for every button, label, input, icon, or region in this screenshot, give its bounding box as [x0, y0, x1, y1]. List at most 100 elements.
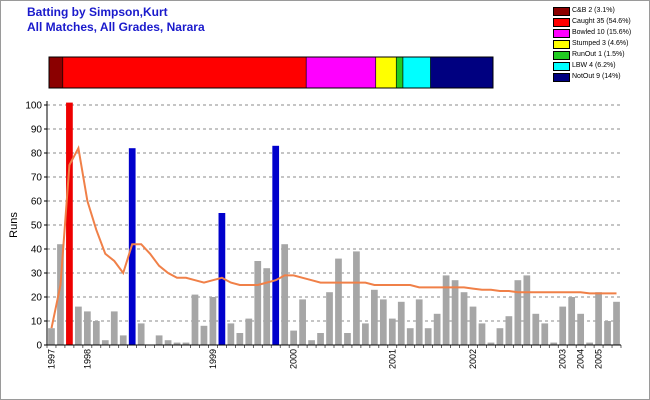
y-tick-label: 70 — [31, 173, 43, 184]
bar — [595, 292, 602, 345]
x-tick-label: 2001 — [387, 349, 397, 369]
bar — [182, 342, 190, 345]
bar — [48, 328, 55, 345]
bar — [460, 292, 468, 345]
bar — [308, 340, 315, 345]
legend: C&B 2 (3.1%) Caught 35 (54.6%) Bowled 10 (… — [553, 6, 649, 83]
bar — [613, 301, 620, 345]
bar — [353, 251, 360, 345]
bar — [200, 325, 208, 345]
bar — [335, 258, 342, 345]
bar — [379, 299, 387, 345]
bar — [397, 301, 405, 345]
bar — [137, 323, 145, 345]
legend-item: NotOut 9 (14%) — [553, 72, 649, 83]
y-tick-label: 50 — [31, 221, 43, 232]
y-axis-label: Runs — [8, 212, 20, 238]
bar — [245, 318, 253, 345]
bar — [281, 244, 289, 345]
bar — [218, 213, 226, 345]
bar — [505, 316, 513, 345]
bar — [370, 289, 378, 345]
x-axis-ticks: 1997 1998 1999 2000 2001 2002 2003 2004 2005 — [46, 345, 622, 369]
bar — [110, 311, 118, 345]
legend-swatch — [553, 18, 570, 27]
legend-label: Bowled 10 (15.6%) — [572, 29, 632, 36]
bar — [101, 340, 109, 345]
bar — [57, 244, 64, 345]
dismissal-segment — [402, 56, 431, 89]
bar — [254, 261, 262, 345]
y-axis-ticks: 0 10 20 30 40 50 60 70 80 90 100 — [25, 101, 47, 352]
bar — [586, 342, 593, 345]
bar — [290, 330, 298, 345]
bar — [236, 333, 244, 345]
dismissal-bar-outline — [48, 56, 494, 89]
legend-item: Bowled 10 (15.6%) — [553, 28, 649, 39]
bar — [299, 299, 306, 345]
bar — [164, 340, 172, 345]
y-tick-label: 10 — [31, 317, 43, 328]
y-tick-label: 0 — [36, 341, 42, 352]
dismissal-stacked-bar — [48, 56, 494, 89]
legend-item: C&B 2 (3.1%) — [553, 6, 649, 17]
bar — [433, 313, 441, 345]
bars — [48, 102, 620, 345]
bar — [209, 297, 217, 345]
legend-label: RunOut 1 (1.5%) — [572, 51, 625, 58]
bar — [362, 323, 369, 345]
bar — [173, 342, 181, 345]
legend-item: Caught 35 (54.6%) — [553, 17, 649, 28]
bar — [541, 323, 549, 345]
bar — [155, 335, 163, 345]
legend-item: LBW 4 (6.2%) — [553, 61, 649, 72]
x-tick-label: 2004 — [576, 349, 586, 369]
dismissal-segment — [375, 56, 397, 89]
legend-swatch — [553, 62, 570, 71]
dismissal-segment — [395, 56, 404, 89]
bar — [388, 318, 396, 345]
legend-label: Stumped 3 (4.6%) — [572, 40, 629, 47]
legend-swatch — [553, 73, 570, 82]
x-tick-label: 2000 — [289, 349, 299, 369]
dismissal-segment — [430, 56, 494, 89]
y-tick-label: 100 — [25, 101, 42, 112]
bar — [191, 294, 199, 345]
bar — [263, 268, 271, 345]
chart-title-line2: All Matches, All Grades, Narara — [27, 20, 205, 34]
bar — [344, 333, 351, 345]
bar — [559, 306, 567, 345]
bar — [326, 292, 333, 345]
y-tick-label: 30 — [31, 269, 43, 280]
legend-label: LBW 4 (6.2%) — [572, 62, 616, 69]
legend-swatch — [553, 40, 570, 49]
legend-label: NotOut 9 (14%) — [572, 73, 621, 80]
bar — [92, 321, 100, 345]
bar — [604, 321, 611, 345]
bar — [119, 335, 127, 345]
y-tick-label: 40 — [31, 245, 43, 256]
bar — [577, 313, 585, 345]
y-tick-label: 80 — [31, 149, 43, 160]
bar — [487, 342, 495, 345]
bar — [523, 275, 531, 345]
bar — [83, 311, 91, 345]
bar — [532, 313, 540, 345]
bar — [469, 306, 477, 345]
bar — [568, 297, 576, 345]
bar — [442, 275, 450, 345]
legend-item: RunOut 1 (1.5%) — [553, 50, 649, 61]
bar — [496, 328, 504, 345]
x-tick-label: 2003 — [558, 349, 568, 369]
legend-item: Stumped 3 (4.6%) — [553, 39, 649, 50]
bar — [66, 102, 73, 345]
bar — [317, 333, 324, 345]
legend-label: C&B 2 (3.1%) — [572, 7, 615, 14]
bar — [550, 342, 558, 345]
bar — [75, 306, 82, 345]
legend-label: Caught 35 (54.6%) — [572, 18, 631, 25]
x-tick-label: 1997 — [46, 349, 56, 369]
x-tick-label: 1998 — [82, 349, 92, 369]
